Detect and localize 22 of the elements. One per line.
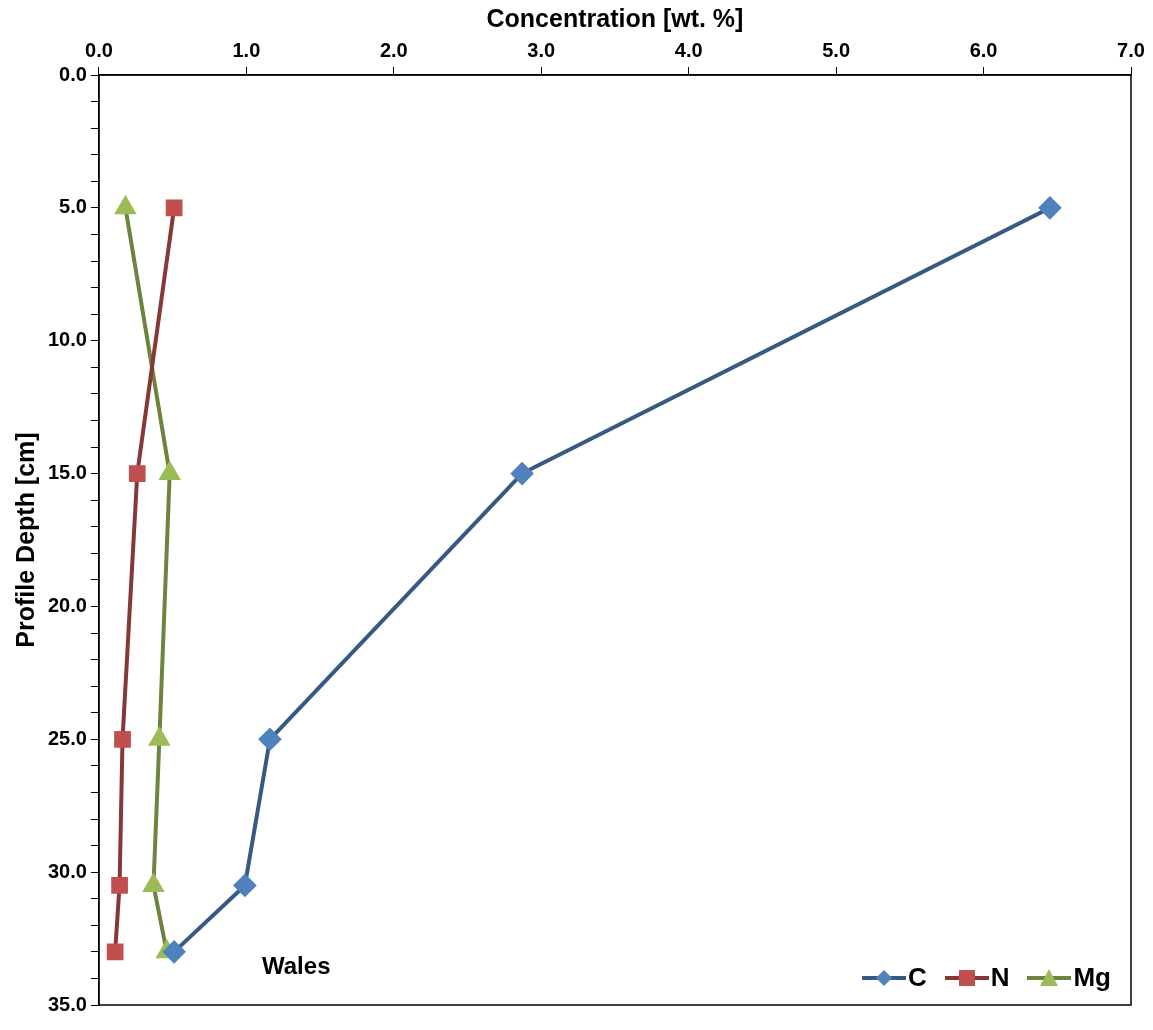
x-tick-label: 2.0 — [379, 38, 408, 61]
y-axis-title: Profile Depth [cm] — [10, 432, 39, 648]
x-tick-label: 4.0 — [674, 38, 703, 61]
y-tick-label: 15.0 — [47, 461, 87, 484]
x-tick-label: 6.0 — [969, 38, 998, 61]
y-tick-label: 25.0 — [47, 726, 87, 749]
x-axis-title: Concentration [wt. %] — [486, 3, 744, 32]
x-tick-label: 1.0 — [232, 38, 261, 61]
legend-label: C — [907, 962, 927, 993]
x-tick-label: 0.0 — [85, 38, 113, 61]
x-tick-label: 5.0 — [822, 38, 851, 61]
x-tick-label: 7.0 — [1117, 38, 1145, 61]
y-tick-label: 20.0 — [47, 593, 87, 616]
y-tick-label: 10.0 — [47, 328, 87, 351]
y-tick-label: 0.0 — [59, 62, 87, 85]
x-tick-label: 3.0 — [527, 38, 556, 61]
annotation: Wales — [262, 952, 331, 980]
legend-label: N — [990, 962, 1010, 993]
y-tick-label: 5.0 — [59, 195, 87, 218]
y-tick-label: 30.0 — [47, 859, 87, 882]
legend-label: Mg — [1073, 962, 1111, 993]
y-tick-label: 35.0 — [47, 992, 87, 1015]
